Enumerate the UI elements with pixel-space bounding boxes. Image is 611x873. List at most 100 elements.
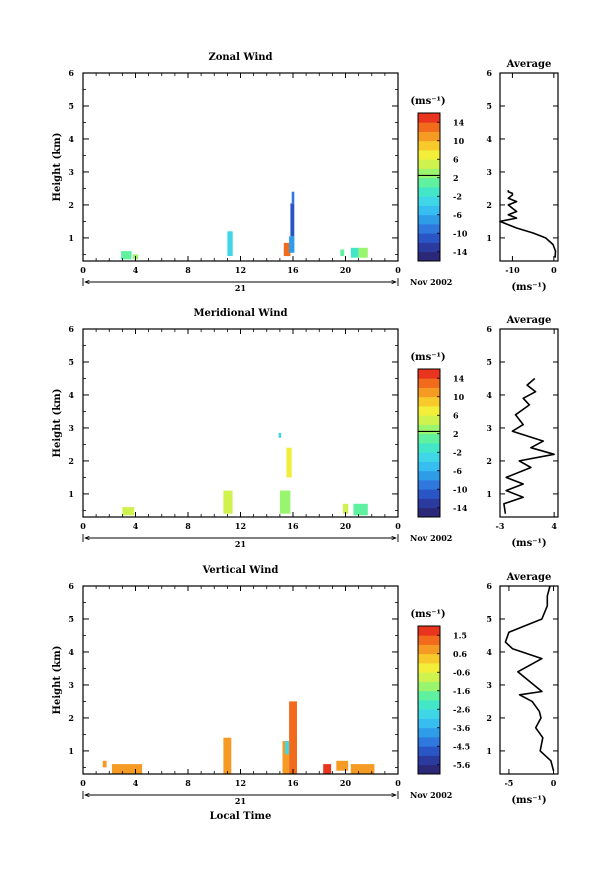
colorbar-segment xyxy=(418,168,440,179)
y-tick-label: 6 xyxy=(68,324,74,334)
colorbar-segment xyxy=(418,480,440,490)
y-axis-label: Height (km) xyxy=(52,646,63,715)
colorbar-segment xyxy=(418,672,440,682)
data-cell xyxy=(282,741,290,774)
colorbar-segment xyxy=(418,251,440,262)
profile-y-tick-label: 5 xyxy=(486,614,492,624)
colorbar-unit: (ms⁻¹) xyxy=(410,609,445,620)
data-cell xyxy=(350,764,375,774)
x-tick-label: 8 xyxy=(185,265,191,275)
colorbar-segment xyxy=(418,242,440,253)
colorbar-segment xyxy=(418,507,440,518)
colorbar-tick-label: 2 xyxy=(453,429,459,439)
profile-title: Average xyxy=(506,572,552,583)
y-tick-label: 4 xyxy=(68,134,74,144)
x-tick-label: 0 xyxy=(80,778,86,788)
colorbar-segment xyxy=(418,150,440,160)
colorbar-segment xyxy=(418,626,440,636)
colorbar-segment xyxy=(418,737,440,747)
data-cell xyxy=(283,242,291,257)
x-tick-label: 20 xyxy=(340,265,352,275)
y-tick-label: 6 xyxy=(68,68,74,78)
colorbar-segment xyxy=(418,764,440,775)
colorbar-segment xyxy=(418,727,440,738)
colorbar-segment xyxy=(418,700,440,710)
profile-frame xyxy=(499,585,559,775)
date-label: 21 xyxy=(235,283,246,293)
x-tick-label: 0 xyxy=(395,521,401,531)
colorbar-tick-label: -6 xyxy=(453,466,462,476)
colorbar-segment xyxy=(418,406,440,416)
colorbar-segment xyxy=(418,159,440,169)
colorbar-segment xyxy=(418,690,440,701)
data-cell xyxy=(290,203,295,237)
profile-title: Average xyxy=(506,59,552,70)
date-month-label: Nov 2002 xyxy=(410,533,452,543)
x-tick-label: 12 xyxy=(235,521,246,531)
average-profile: Average 1 2 3 4 5 6 -5 0 (ms⁻¹) xyxy=(486,572,559,806)
colorbar-unit: (ms⁻¹) xyxy=(410,352,445,363)
colorbar-tick-label: -5.6 xyxy=(453,760,471,770)
colorbar-segment xyxy=(418,177,440,188)
y-tick-label: 6 xyxy=(68,581,74,591)
x-tick-label: 12 xyxy=(235,265,246,275)
date-label: 21 xyxy=(235,539,246,549)
profile-y-tick-label: 1 xyxy=(486,746,492,756)
colorbar-tick-label: 10 xyxy=(453,392,465,402)
profile-x-tick-label: 0 xyxy=(551,778,557,788)
colorbar-tick-label: -1.6 xyxy=(453,686,471,696)
colorbar-tick-label: -2 xyxy=(453,191,462,201)
colorbar-tick-label: -2.6 xyxy=(453,704,471,714)
x-tick-label: 0 xyxy=(80,265,86,275)
profile-y-tick-label: 2 xyxy=(486,456,492,466)
profile-y-tick-label: 6 xyxy=(486,324,492,334)
profile-y-tick-label: 4 xyxy=(486,390,492,400)
colorbar-segment xyxy=(418,746,440,756)
profile-y-tick-label: 3 xyxy=(486,680,492,690)
profile-frame xyxy=(499,72,559,262)
x-tick-label: 16 xyxy=(287,265,299,275)
date-month-label: Nov 2002 xyxy=(410,790,452,800)
colorbar-tick-label: 14 xyxy=(453,117,465,127)
x-tick-label: 0 xyxy=(395,265,401,275)
y-tick-label: 5 xyxy=(68,614,74,624)
average-profile: Average 1 2 3 4 5 6 -3 4 (ms⁻¹) xyxy=(486,315,559,549)
y-tick-label: 1 xyxy=(68,489,74,499)
y-tick-label: 1 xyxy=(68,233,74,243)
colorbar-unit: (ms⁻¹) xyxy=(410,96,445,107)
colorbar-tick-label: 6 xyxy=(453,154,459,164)
y-tick-label: 5 xyxy=(68,101,74,111)
colorbar-tick-label: 10 xyxy=(453,136,465,146)
y-tick-label: 3 xyxy=(68,167,74,177)
y-axis-label: Height (km) xyxy=(52,133,63,202)
profile-title: Average xyxy=(506,315,552,326)
colorbar-segment xyxy=(418,131,440,142)
y-tick-label: 2 xyxy=(68,713,74,723)
panel-title: Vertical Wind xyxy=(202,565,279,576)
y-tick-label: 3 xyxy=(68,423,74,433)
profile-line xyxy=(503,377,555,514)
x-tick-label: 0 xyxy=(395,778,401,788)
profile-x-tick-label: -5 xyxy=(504,778,513,788)
y-tick-label: 2 xyxy=(68,200,74,210)
data-cell xyxy=(121,251,132,260)
colorbar-segment xyxy=(418,663,440,673)
colorbar-tick-label: -10 xyxy=(453,228,468,238)
colorbar-segment xyxy=(418,387,440,398)
profile-y-tick-label: 4 xyxy=(486,647,492,657)
data-cell xyxy=(111,764,143,774)
data-cell xyxy=(278,432,282,438)
x-tick-label: 0 xyxy=(80,521,86,531)
data-cell xyxy=(336,760,349,771)
profile-x-unit: (ms⁻¹) xyxy=(511,538,546,549)
colorbar-segment xyxy=(418,461,440,472)
colorbar-segment xyxy=(418,443,440,453)
data-cell xyxy=(223,490,233,514)
profile-y-tick-label: 3 xyxy=(486,423,492,433)
colorbar-segment xyxy=(418,224,440,234)
colorbar-tick-label: 14 xyxy=(453,373,465,383)
x-tick-label: 16 xyxy=(287,521,299,531)
